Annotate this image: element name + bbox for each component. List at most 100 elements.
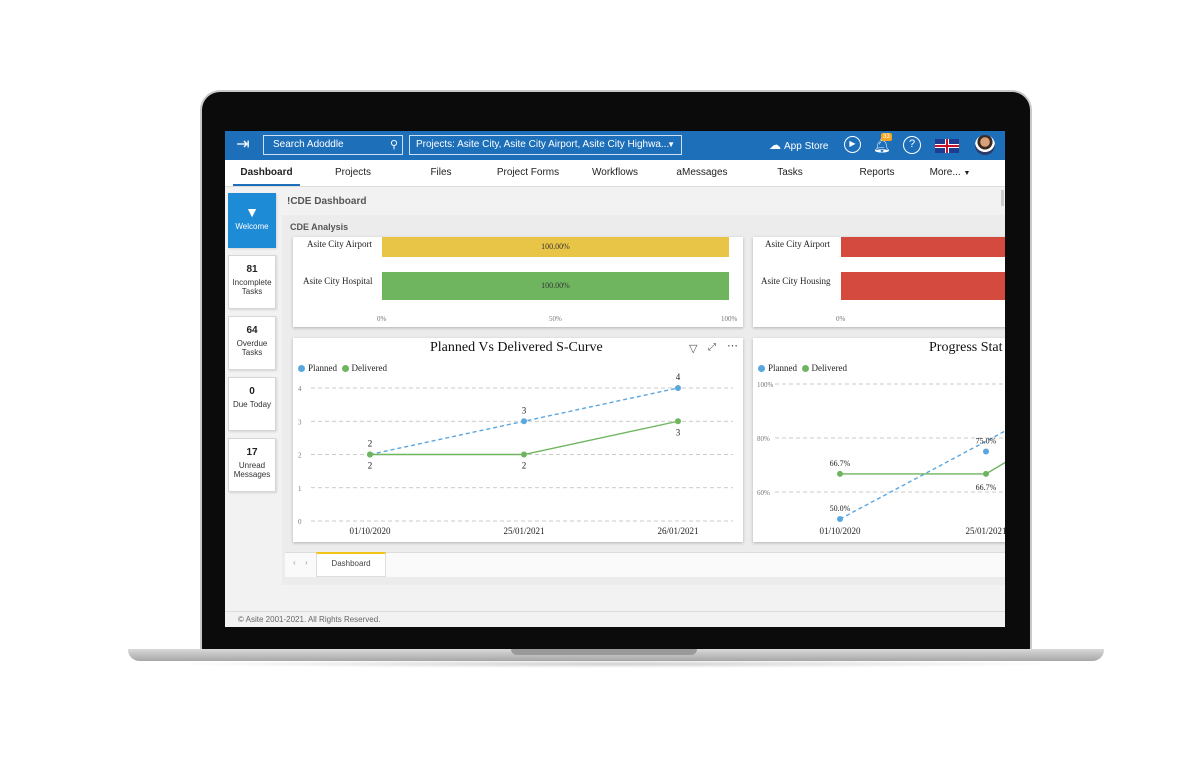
project-selector[interactable]: Projects: Asite City, Asite City Airport… (409, 135, 682, 155)
legend-swatch (341, 365, 349, 372)
progress-bar-card-right: Asite City Airport Asite City Housing 0% (753, 237, 1005, 327)
data-label: 3 (676, 427, 681, 437)
x-tick-label: 25/01/2021 (503, 526, 544, 536)
y-tick-label: 60% (757, 489, 770, 497)
bar-category-label: Asite City Airport (307, 239, 372, 249)
main-nav: Dashboard Projects Files Project Forms W… (225, 160, 1005, 187)
series-line-delivered (840, 461, 1005, 475)
bell-icon[interactable]: 🔔︎ (873, 137, 891, 153)
asite-mark-icon: ▼ (245, 204, 259, 220)
tab-more-label: More... (929, 167, 961, 178)
cloud-icon: ☁ (769, 138, 781, 152)
copyright-text: © Asite 2001-2021. All Rights Reserved. (238, 615, 381, 624)
legend-label: Delivered (811, 363, 847, 373)
data-point (675, 385, 681, 391)
data-label: 66.7% (976, 483, 997, 492)
x-tick-label: 01/10/2020 (349, 526, 391, 536)
bar-airport[interactable]: 100.00% (382, 237, 729, 257)
asite-logo-icon[interactable]: ⇥ (236, 136, 250, 153)
progress-bar-card-left: Asite City Airport Asite City Hospital 1… (293, 237, 743, 327)
tab-workflows[interactable]: Workflows (592, 167, 638, 178)
due-today-tile[interactable]: 0 Due Today (228, 377, 276, 431)
y-tick-label: 2 (298, 452, 302, 460)
tile-count: 81 (246, 264, 258, 275)
y-tick-label: 0 (298, 518, 302, 526)
axis-tick-label: 0% (377, 315, 387, 323)
legend-label: Planned (308, 363, 337, 373)
chevron-left-icon[interactable]: ‹ (293, 558, 296, 567)
y-tick-label: 4 (298, 385, 302, 393)
legend-swatch (758, 365, 765, 372)
unread-messages-tile[interactable]: 17 Unread Messages (228, 438, 276, 492)
axis-tick-label: 100% (721, 315, 738, 323)
series-line-delivered (370, 420, 679, 456)
tile-count: 0 (249, 386, 255, 397)
data-label: 66.7% (830, 459, 851, 468)
data-label: 4 (676, 372, 681, 382)
tab-project-forms[interactable]: Project Forms (496, 167, 560, 178)
tab-files[interactable]: Files (430, 167, 452, 178)
tab-dashboard[interactable]: Dashboard (233, 160, 300, 186)
legend-label: Delivered (351, 363, 387, 373)
chevron-right-icon[interactable]: › (305, 558, 308, 567)
tile-label: Incomplete (232, 278, 272, 287)
search-icon[interactable]: ⚲ (389, 139, 398, 151)
tab-amessages[interactable]: aMessages (676, 167, 728, 178)
project-selector-label: Projects: Asite City, Asite City Airport… (416, 139, 670, 150)
tile-label: Tasks (241, 348, 263, 357)
scrollbar[interactable] (1001, 190, 1004, 206)
data-point (837, 470, 843, 477)
uk-flag-icon[interactable] (935, 139, 959, 153)
bar-category-label: Asite City Hospital (303, 276, 373, 286)
chart-legend: Planned Delivered (758, 363, 847, 373)
notification-badge: 33 (881, 133, 892, 141)
search-input[interactable]: Search Adoddle ⚲ (263, 135, 403, 155)
bar-hospital[interactable]: 100.00% (382, 272, 729, 300)
chart-legend: Planned Delivered (298, 363, 387, 373)
tile-label: Overdue (236, 339, 268, 348)
chart-title: Planned Vs Delivered S-Curve (430, 340, 603, 355)
data-point (837, 516, 843, 522)
x-tick-label: 25/01/2021 (965, 526, 1005, 536)
overdue-tasks-tile[interactable]: 64 Overdue Tasks (228, 316, 276, 370)
tab-dashboard-sheet[interactable]: Dashboard (316, 552, 386, 577)
top-bar: ⇥ Search Adoddle ⚲ Projects: Asite City,… (225, 131, 1005, 160)
incomplete-tasks-tile[interactable]: 81 Incomplete Tasks (228, 255, 276, 309)
tab-reports[interactable]: Reports (859, 167, 895, 178)
more-options-icon[interactable]: ⋯ (727, 340, 738, 352)
help-icon[interactable]: ? (903, 136, 921, 154)
progress-stat-card: Progress Stat Planned Delivered 100% 80% 6… (753, 338, 1005, 542)
tab-projects[interactable]: Projects (334, 167, 372, 178)
data-point (521, 451, 527, 458)
tile-label: Due Today (232, 400, 272, 409)
s-curve-chart: 0 1 2 3 4 01/10/2020 25/01/2021 26/01/2021 2 3 4 2 2… (298, 372, 733, 536)
legend-swatch (801, 365, 809, 372)
data-label: 2 (368, 439, 373, 449)
chevron-down-icon: ▼ (667, 140, 675, 149)
filter-icon[interactable]: ▽ (689, 343, 698, 355)
expand-icon[interactable]: ⤢ (708, 342, 716, 353)
app-store-link[interactable]: ☁ App Store (769, 137, 828, 155)
avatar[interactable] (975, 135, 995, 155)
app-store-label: App Store (784, 141, 829, 152)
tab-more[interactable]: More... ▼ (925, 160, 975, 186)
s-curve-card: Planned Vs Delivered S-Curve ▽ ⤢ ⋯ Plann… (293, 338, 743, 542)
legend-label: Planned (768, 363, 797, 373)
bar-airport-right[interactable] (841, 237, 1005, 257)
y-tick-label: 1 (298, 485, 302, 493)
search-placeholder: Search Adoddle (273, 139, 344, 150)
footer: © Asite 2001-2021. All Rights Reserved. (225, 611, 1005, 627)
data-point (367, 451, 373, 458)
video-icon[interactable]: ▶ (844, 136, 861, 153)
data-point (675, 418, 681, 425)
data-point (983, 470, 989, 477)
tile-label: Messages (233, 470, 271, 479)
laptop-shadow (160, 660, 1070, 668)
bar-housing[interactable] (841, 272, 1005, 300)
axis-tick-label: 0% (836, 315, 846, 323)
laptop-base (128, 649, 1104, 661)
data-label: 75.0% (976, 437, 997, 446)
tab-tasks[interactable]: Tasks (777, 167, 803, 178)
welcome-tile[interactable]: ▼ Welcome (228, 193, 276, 248)
chart-title: Progress Stat (929, 340, 1003, 355)
